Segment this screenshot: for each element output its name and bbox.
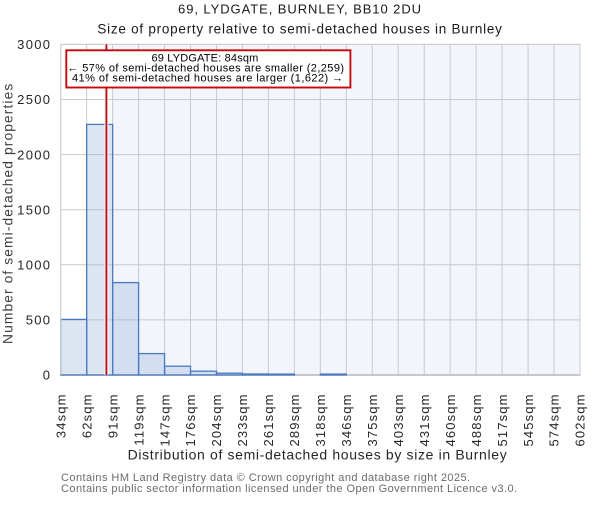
svg-text:2500: 2500 [17,92,51,107]
svg-text:2000: 2000 [17,147,51,162]
svg-text:602sqm: 602sqm [573,393,588,446]
svg-text:545sqm: 545sqm [521,393,536,446]
svg-text:0: 0 [43,368,52,383]
svg-text:500: 500 [26,313,52,328]
svg-text:176sqm: 176sqm [183,393,198,446]
svg-text:261sqm: 261sqm [261,393,276,446]
svg-text:119sqm: 119sqm [131,393,146,445]
svg-text:69 LYDGATE: 84sqm: 69 LYDGATE: 84sqm [151,53,258,65]
svg-text:Size of property relative to s: Size of property relative to semi-detach… [97,22,502,37]
svg-text:← 57% of semi-detached houses: ← 57% of semi-detached houses are smalle… [67,63,344,75]
svg-text:34sqm: 34sqm [53,393,68,438]
svg-text:Number of semi-detached proper: Number of semi-detached properties [1,83,16,344]
svg-text:233sqm: 233sqm [235,393,250,446]
svg-text:147sqm: 147sqm [157,393,172,446]
svg-text:Contains public sector informa: Contains public sector information licen… [61,483,518,495]
svg-text:346sqm: 346sqm [339,393,354,446]
svg-text:41% of semi-detached houses ar: 41% of semi-detached houses are larger (… [72,73,344,85]
svg-text:375sqm: 375sqm [365,393,380,446]
svg-text:574sqm: 574sqm [547,393,562,446]
svg-text:517sqm: 517sqm [495,393,510,446]
svg-text:1000: 1000 [17,258,51,273]
svg-text:Distribution of semi-detached: Distribution of semi-detached houses by … [128,447,508,463]
svg-text:3000: 3000 [17,37,51,52]
svg-text:488sqm: 488sqm [469,393,484,446]
svg-text:69, LYDGATE, BURNLEY, BB10 2DU: 69, LYDGATE, BURNLEY, BB10 2DU [178,1,422,16]
svg-text:62sqm: 62sqm [79,393,94,438]
svg-text:460sqm: 460sqm [443,393,458,446]
svg-text:431sqm: 431sqm [417,393,432,446]
svg-text:Contains HM Land Registry data: Contains HM Land Registry data © Crown c… [61,472,471,484]
svg-text:204sqm: 204sqm [209,393,224,446]
svg-text:289sqm: 289sqm [287,393,302,446]
svg-text:91sqm: 91sqm [105,393,120,438]
svg-text:1500: 1500 [17,202,51,217]
svg-text:318sqm: 318sqm [313,393,328,446]
svg-text:403sqm: 403sqm [391,393,406,446]
